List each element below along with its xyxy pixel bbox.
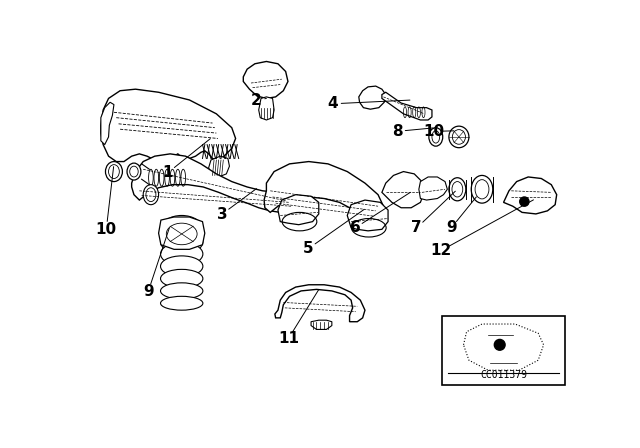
Polygon shape — [419, 177, 447, 200]
Text: 10: 10 — [95, 222, 117, 237]
Text: 9: 9 — [446, 220, 456, 236]
Polygon shape — [101, 89, 236, 162]
Ellipse shape — [161, 242, 203, 266]
Polygon shape — [209, 156, 230, 177]
Polygon shape — [275, 285, 365, 322]
Ellipse shape — [161, 256, 203, 277]
Text: 10: 10 — [424, 124, 445, 139]
Ellipse shape — [161, 296, 203, 310]
Ellipse shape — [161, 229, 203, 254]
Ellipse shape — [429, 128, 443, 146]
Circle shape — [494, 340, 505, 350]
Text: 9: 9 — [143, 284, 154, 299]
Polygon shape — [382, 92, 432, 120]
Polygon shape — [311, 320, 332, 329]
Text: 11: 11 — [278, 331, 299, 346]
Ellipse shape — [127, 163, 141, 180]
Polygon shape — [382, 172, 424, 208]
Ellipse shape — [161, 215, 203, 243]
Text: 2: 2 — [251, 93, 262, 108]
Polygon shape — [278, 195, 319, 225]
Ellipse shape — [161, 269, 203, 288]
Polygon shape — [101, 102, 114, 145]
Polygon shape — [348, 200, 388, 231]
Ellipse shape — [471, 176, 493, 203]
Text: 1: 1 — [163, 165, 173, 180]
Text: 7: 7 — [412, 220, 422, 236]
Text: CC011379: CC011379 — [480, 370, 527, 380]
Polygon shape — [504, 177, 557, 214]
Text: 6: 6 — [349, 220, 360, 236]
Ellipse shape — [449, 178, 466, 201]
Ellipse shape — [161, 283, 203, 299]
Polygon shape — [264, 162, 383, 223]
Polygon shape — [159, 217, 205, 250]
Polygon shape — [259, 97, 274, 120]
Polygon shape — [359, 86, 386, 109]
Text: 5: 5 — [303, 241, 314, 256]
Ellipse shape — [106, 162, 122, 181]
Text: 8: 8 — [392, 124, 403, 139]
Text: 3: 3 — [217, 207, 227, 222]
Ellipse shape — [143, 185, 159, 205]
Polygon shape — [132, 154, 296, 212]
Bar — [442, 315, 565, 385]
Ellipse shape — [449, 126, 469, 148]
Circle shape — [520, 197, 529, 206]
Text: 4: 4 — [328, 96, 339, 111]
Polygon shape — [243, 61, 288, 99]
Text: 12: 12 — [431, 243, 452, 258]
